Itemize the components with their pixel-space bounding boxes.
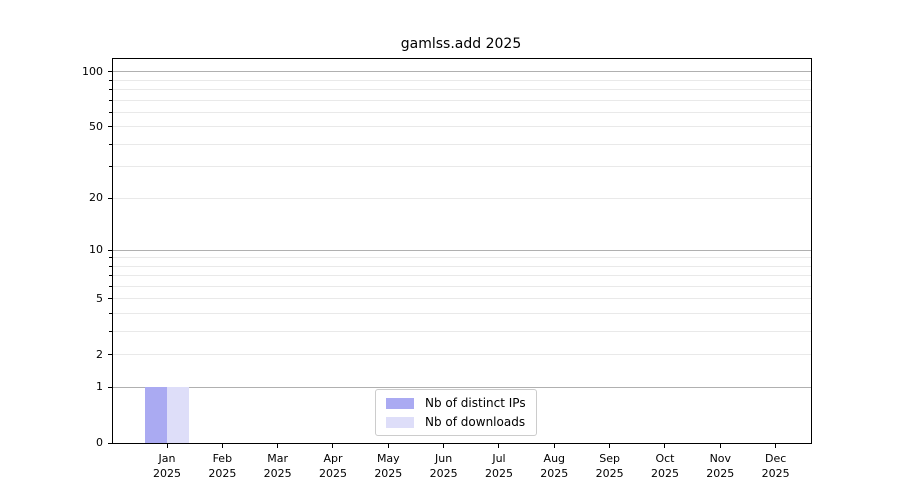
bar-downloads xyxy=(167,387,189,443)
y-tick xyxy=(108,126,112,128)
y-tick xyxy=(108,197,112,199)
y-minor-tick xyxy=(109,275,112,277)
y-gridline-major xyxy=(113,71,811,73)
x-tick-label: Aug 2025 xyxy=(540,452,569,480)
y-tick-label: 10 xyxy=(89,243,103,257)
y-gridline-minor xyxy=(113,265,811,267)
y-tick-label: 50 xyxy=(89,119,103,133)
legend-item-distinct-ips: Nb of distinct IPs xyxy=(386,396,526,410)
legend-swatch-distinct-ips xyxy=(386,397,414,409)
x-tick xyxy=(166,444,168,448)
x-tick xyxy=(775,444,777,448)
x-tick-label: Jul 2025 xyxy=(484,452,513,480)
x-tick xyxy=(332,444,334,448)
x-tick xyxy=(387,444,389,448)
y-gridline-minor xyxy=(113,331,811,333)
y-minor-tick xyxy=(109,265,112,267)
y-tick xyxy=(108,249,112,251)
legend-item-downloads: Nb of downloads xyxy=(386,415,526,429)
y-gridline-minor xyxy=(113,143,811,145)
y-tick xyxy=(108,354,112,356)
y-gridline-minor xyxy=(113,126,811,128)
y-minor-tick xyxy=(109,257,112,259)
y-tick xyxy=(108,442,112,444)
y-minor-tick xyxy=(109,286,112,288)
y-tick xyxy=(108,298,112,300)
y-gridline-major xyxy=(113,249,811,251)
y-tick-label: 20 xyxy=(89,191,103,205)
x-tick xyxy=(609,444,611,448)
chart-title: gamlss.add 2025 xyxy=(400,36,522,52)
x-tick xyxy=(553,444,555,448)
y-tick-label: 0 xyxy=(96,436,103,449)
legend: Nb of distinct IPs Nb of downloads xyxy=(375,389,537,436)
x-tick-label: Nov 2025 xyxy=(706,452,735,480)
x-tick-label: Sep 2025 xyxy=(595,452,624,480)
x-tick xyxy=(277,444,279,448)
y-minor-tick xyxy=(109,143,112,145)
y-minor-tick xyxy=(109,112,112,114)
x-tick-label: Jan 2025 xyxy=(153,452,181,480)
x-tick xyxy=(664,444,666,448)
y-gridline-minor xyxy=(113,257,811,259)
legend-label-distinct-ips: Nb of distinct IPs xyxy=(425,396,526,410)
y-tick xyxy=(108,386,112,388)
y-gridline-minor xyxy=(113,313,811,315)
x-tick-label: Oct 2025 xyxy=(650,452,679,480)
legend-label-downloads: Nb of downloads xyxy=(425,415,526,429)
y-tick-label: 5 xyxy=(96,291,103,305)
y-gridline-minor xyxy=(113,354,811,356)
x-tick-label: Jun 2025 xyxy=(429,452,458,480)
x-tick-label: May 2025 xyxy=(374,452,403,480)
y-tick xyxy=(108,71,112,73)
x-tick-label: Dec 2025 xyxy=(761,452,790,480)
y-gridline-minor xyxy=(113,286,811,288)
y-gridline-minor xyxy=(113,197,811,199)
y-tick-label: 1 xyxy=(96,380,103,394)
y-gridline-minor xyxy=(113,99,811,101)
y-gridline-minor xyxy=(113,79,811,81)
y-minor-tick xyxy=(109,89,112,91)
bar-distinct-ips xyxy=(145,387,167,443)
y-minor-tick xyxy=(109,99,112,101)
x-tick xyxy=(498,444,500,448)
x-tick-label: Feb 2025 xyxy=(208,452,237,480)
y-tick-label: 100 xyxy=(82,64,103,78)
legend-swatch-downloads xyxy=(386,416,414,428)
x-tick xyxy=(443,444,445,448)
x-tick-label: Apr 2025 xyxy=(318,452,347,480)
y-gridline-minor xyxy=(113,298,811,300)
y-tick-label: 2 xyxy=(96,347,103,361)
x-tick xyxy=(221,444,223,448)
x-tick-label: Mar 2025 xyxy=(263,452,292,480)
y-minor-tick xyxy=(109,313,112,315)
y-gridline-major xyxy=(113,386,811,388)
y-minor-tick xyxy=(109,331,112,333)
x-tick xyxy=(719,444,721,448)
y-gridline-minor xyxy=(113,89,811,91)
plot-area: Nb of distinct IPs Nb of downloads 0 1 2 5 1… xyxy=(82,58,812,480)
y-minor-tick xyxy=(109,79,112,81)
y-gridline-minor xyxy=(113,166,811,168)
y-gridline-minor xyxy=(113,112,811,114)
y-gridline-minor xyxy=(113,275,811,277)
y-minor-tick xyxy=(109,166,112,168)
